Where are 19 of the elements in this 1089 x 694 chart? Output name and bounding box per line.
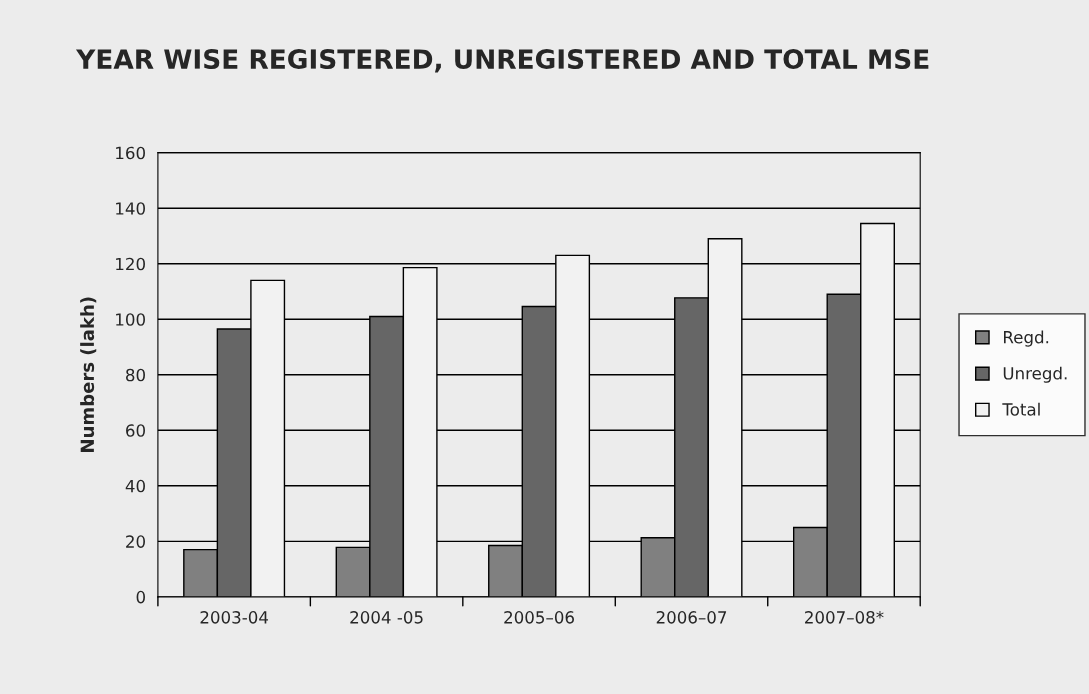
y-tick-label: 0 <box>136 590 145 604</box>
x-tick-label: 2003-04 <box>200 611 269 624</box>
y-tick-label: 80 <box>126 368 145 382</box>
y-tick-label: 60 <box>126 424 145 437</box>
y-tick-label: 100 <box>116 313 145 326</box>
y-tick-label: 160 <box>116 146 145 160</box>
x-tick-label: 2004 -05 <box>350 611 423 624</box>
legend-label: Regd. <box>1004 330 1049 347</box>
chart-title: YEAR WISE REGISTERED, UNREGISTERED AND TOTAL MSE <box>75 49 929 73</box>
y-tick-label: 40 <box>125 479 145 493</box>
y-tick-label: 140 <box>116 202 145 215</box>
y-axis-title: Numbers (lakh) <box>80 297 97 452</box>
legend-label: Total <box>1002 402 1040 416</box>
legend-label: Unregd. <box>1003 366 1067 383</box>
x-tick-label: 2006–07 <box>656 611 727 624</box>
x-tick-label: 2005–06 <box>504 611 574 624</box>
x-tick-label: 2007–08* <box>805 611 884 624</box>
y-tick-label: 120 <box>116 257 145 271</box>
y-tick-label: 20 <box>126 535 145 548</box>
